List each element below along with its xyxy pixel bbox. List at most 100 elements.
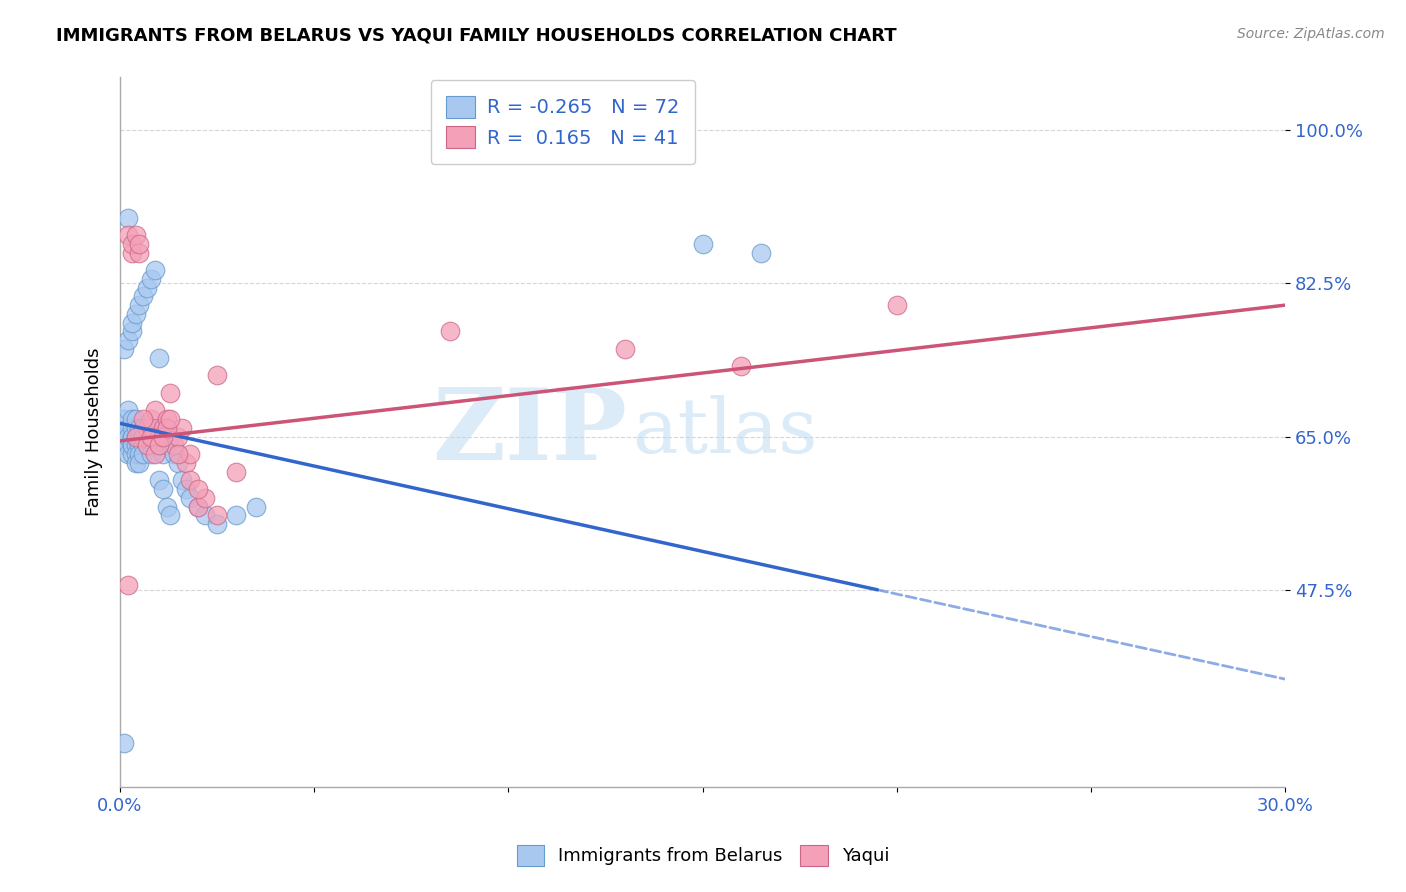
Point [205,368,228,383]
Point [124,228,146,243]
Point [117,333,139,347]
Point [121,438,143,452]
Point [121,438,143,452]
Point [124,421,146,435]
Point [128,298,150,312]
Point [136,421,159,435]
Point [121,429,143,443]
Point [152,482,174,496]
Point [128,429,150,443]
Point [174,456,197,470]
Point [128,421,150,435]
Point [121,236,143,251]
Point [121,316,143,330]
Point [132,289,155,303]
Point [730,359,752,374]
Point [155,438,177,452]
Point [194,508,217,523]
Point [152,421,174,435]
Point [136,280,159,294]
Point [128,447,150,461]
Point [152,429,174,443]
Point [187,500,209,514]
Point [155,412,177,426]
Point [245,500,267,514]
Point [112,429,135,443]
Point [179,473,201,487]
Point [117,438,139,452]
Point [121,325,143,339]
Text: atlas: atlas [633,395,818,469]
Point [132,429,155,443]
Point [143,263,166,277]
Point [124,429,146,443]
Point [124,447,146,461]
Text: ZIP: ZIP [432,384,627,481]
Point [112,736,135,750]
Legend: R = -0.265   N = 72, R =  0.165   N = 41: R = -0.265 N = 72, R = 0.165 N = 41 [430,80,695,164]
Point [172,421,194,435]
Y-axis label: Family Households: Family Households [86,348,103,516]
Point [148,429,170,443]
Point [128,456,150,470]
Point [121,421,143,435]
Point [124,456,146,470]
Point [205,508,228,523]
Point [124,307,146,321]
Point [179,447,201,461]
Point [187,482,209,496]
Point [143,421,166,435]
Point [143,429,166,443]
Point [148,438,170,452]
Point [117,578,139,592]
Point [124,412,146,426]
Point [136,421,159,435]
Point [613,342,636,356]
Text: Source: ZipAtlas.com: Source: ZipAtlas.com [1237,27,1385,41]
Point [117,447,139,461]
Point [121,412,143,426]
Point [172,473,194,487]
Point [139,447,162,461]
Point [132,447,155,461]
Point [117,403,139,417]
Point [749,245,772,260]
Point [159,412,181,426]
Point [179,491,201,505]
Point [121,245,143,260]
Point [121,429,143,443]
Point [143,403,166,417]
Point [132,412,155,426]
Point [128,438,150,452]
Point [159,429,181,443]
Point [148,429,170,443]
Point [112,342,135,356]
Point [163,447,186,461]
Point [152,447,174,461]
Point [163,438,186,452]
Point [112,438,135,452]
Point [886,298,908,312]
Point [139,429,162,443]
Point [136,438,159,452]
Point [167,447,190,461]
Text: IMMIGRANTS FROM BELARUS VS YAQUI FAMILY HOUSEHOLDS CORRELATION CHART: IMMIGRANTS FROM BELARUS VS YAQUI FAMILY … [56,27,897,45]
Point [174,482,197,496]
Point [139,429,162,443]
Point [117,421,139,435]
Point [143,447,166,461]
Point [148,473,170,487]
Point [139,412,162,426]
Point [139,438,162,452]
Point [124,429,146,443]
Point [167,429,190,443]
Point [128,236,150,251]
Point [112,412,135,426]
Point [155,421,177,435]
Point [117,211,139,225]
Point [136,429,159,443]
Point [225,508,247,523]
Point [692,236,714,251]
Point [159,508,181,523]
Legend: Immigrants from Belarus, Yaqui: Immigrants from Belarus, Yaqui [503,832,903,879]
